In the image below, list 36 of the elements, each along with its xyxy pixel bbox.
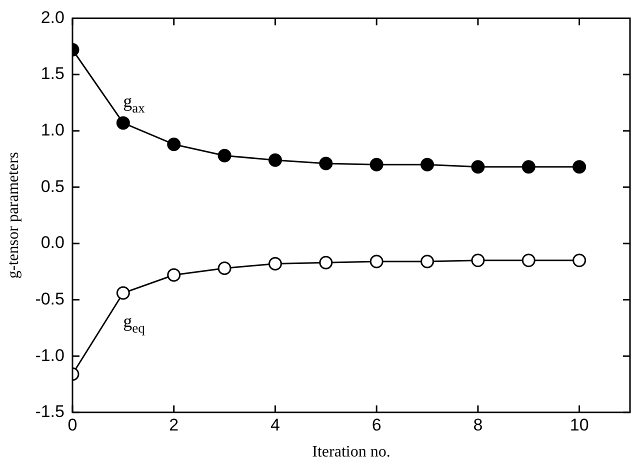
y-tick-label: 0.0 — [40, 233, 64, 252]
y-tick-label: 0.5 — [40, 176, 64, 196]
x-tick-label: 6 — [372, 415, 382, 434]
point — [167, 268, 181, 282]
x-tick-label: 0 — [68, 415, 78, 434]
point — [167, 138, 181, 152]
y-axis-title: g-tensor parameters — [4, 152, 22, 279]
y-tick-label: -0.5 — [35, 289, 64, 308]
point — [471, 160, 485, 174]
point — [116, 286, 130, 300]
x-tick-label: 4 — [270, 415, 280, 434]
point — [572, 254, 586, 268]
y-tick-label: -1.5 — [35, 402, 64, 422]
point — [268, 153, 282, 167]
point — [420, 158, 434, 172]
point — [522, 160, 536, 174]
x-tick-label: 10 — [570, 415, 589, 434]
point — [268, 256, 282, 270]
point — [370, 254, 384, 268]
point — [218, 261, 232, 275]
point — [522, 254, 536, 268]
point — [116, 116, 130, 130]
y-tick-label: 2.0 — [40, 8, 64, 27]
point — [319, 156, 333, 170]
y-tick-label: 1.0 — [40, 120, 64, 140]
point — [572, 160, 586, 174]
y-tick-label: 1.5 — [40, 64, 64, 84]
point — [319, 256, 333, 270]
point — [218, 148, 232, 162]
point — [420, 254, 434, 268]
y-tick-label: -1.0 — [35, 346, 64, 365]
point — [370, 158, 384, 172]
x-axis-title: Iteration no. — [312, 444, 390, 461]
x-tick-label: 8 — [473, 415, 483, 434]
point — [471, 254, 485, 268]
x-tick-label: 2 — [169, 415, 179, 434]
